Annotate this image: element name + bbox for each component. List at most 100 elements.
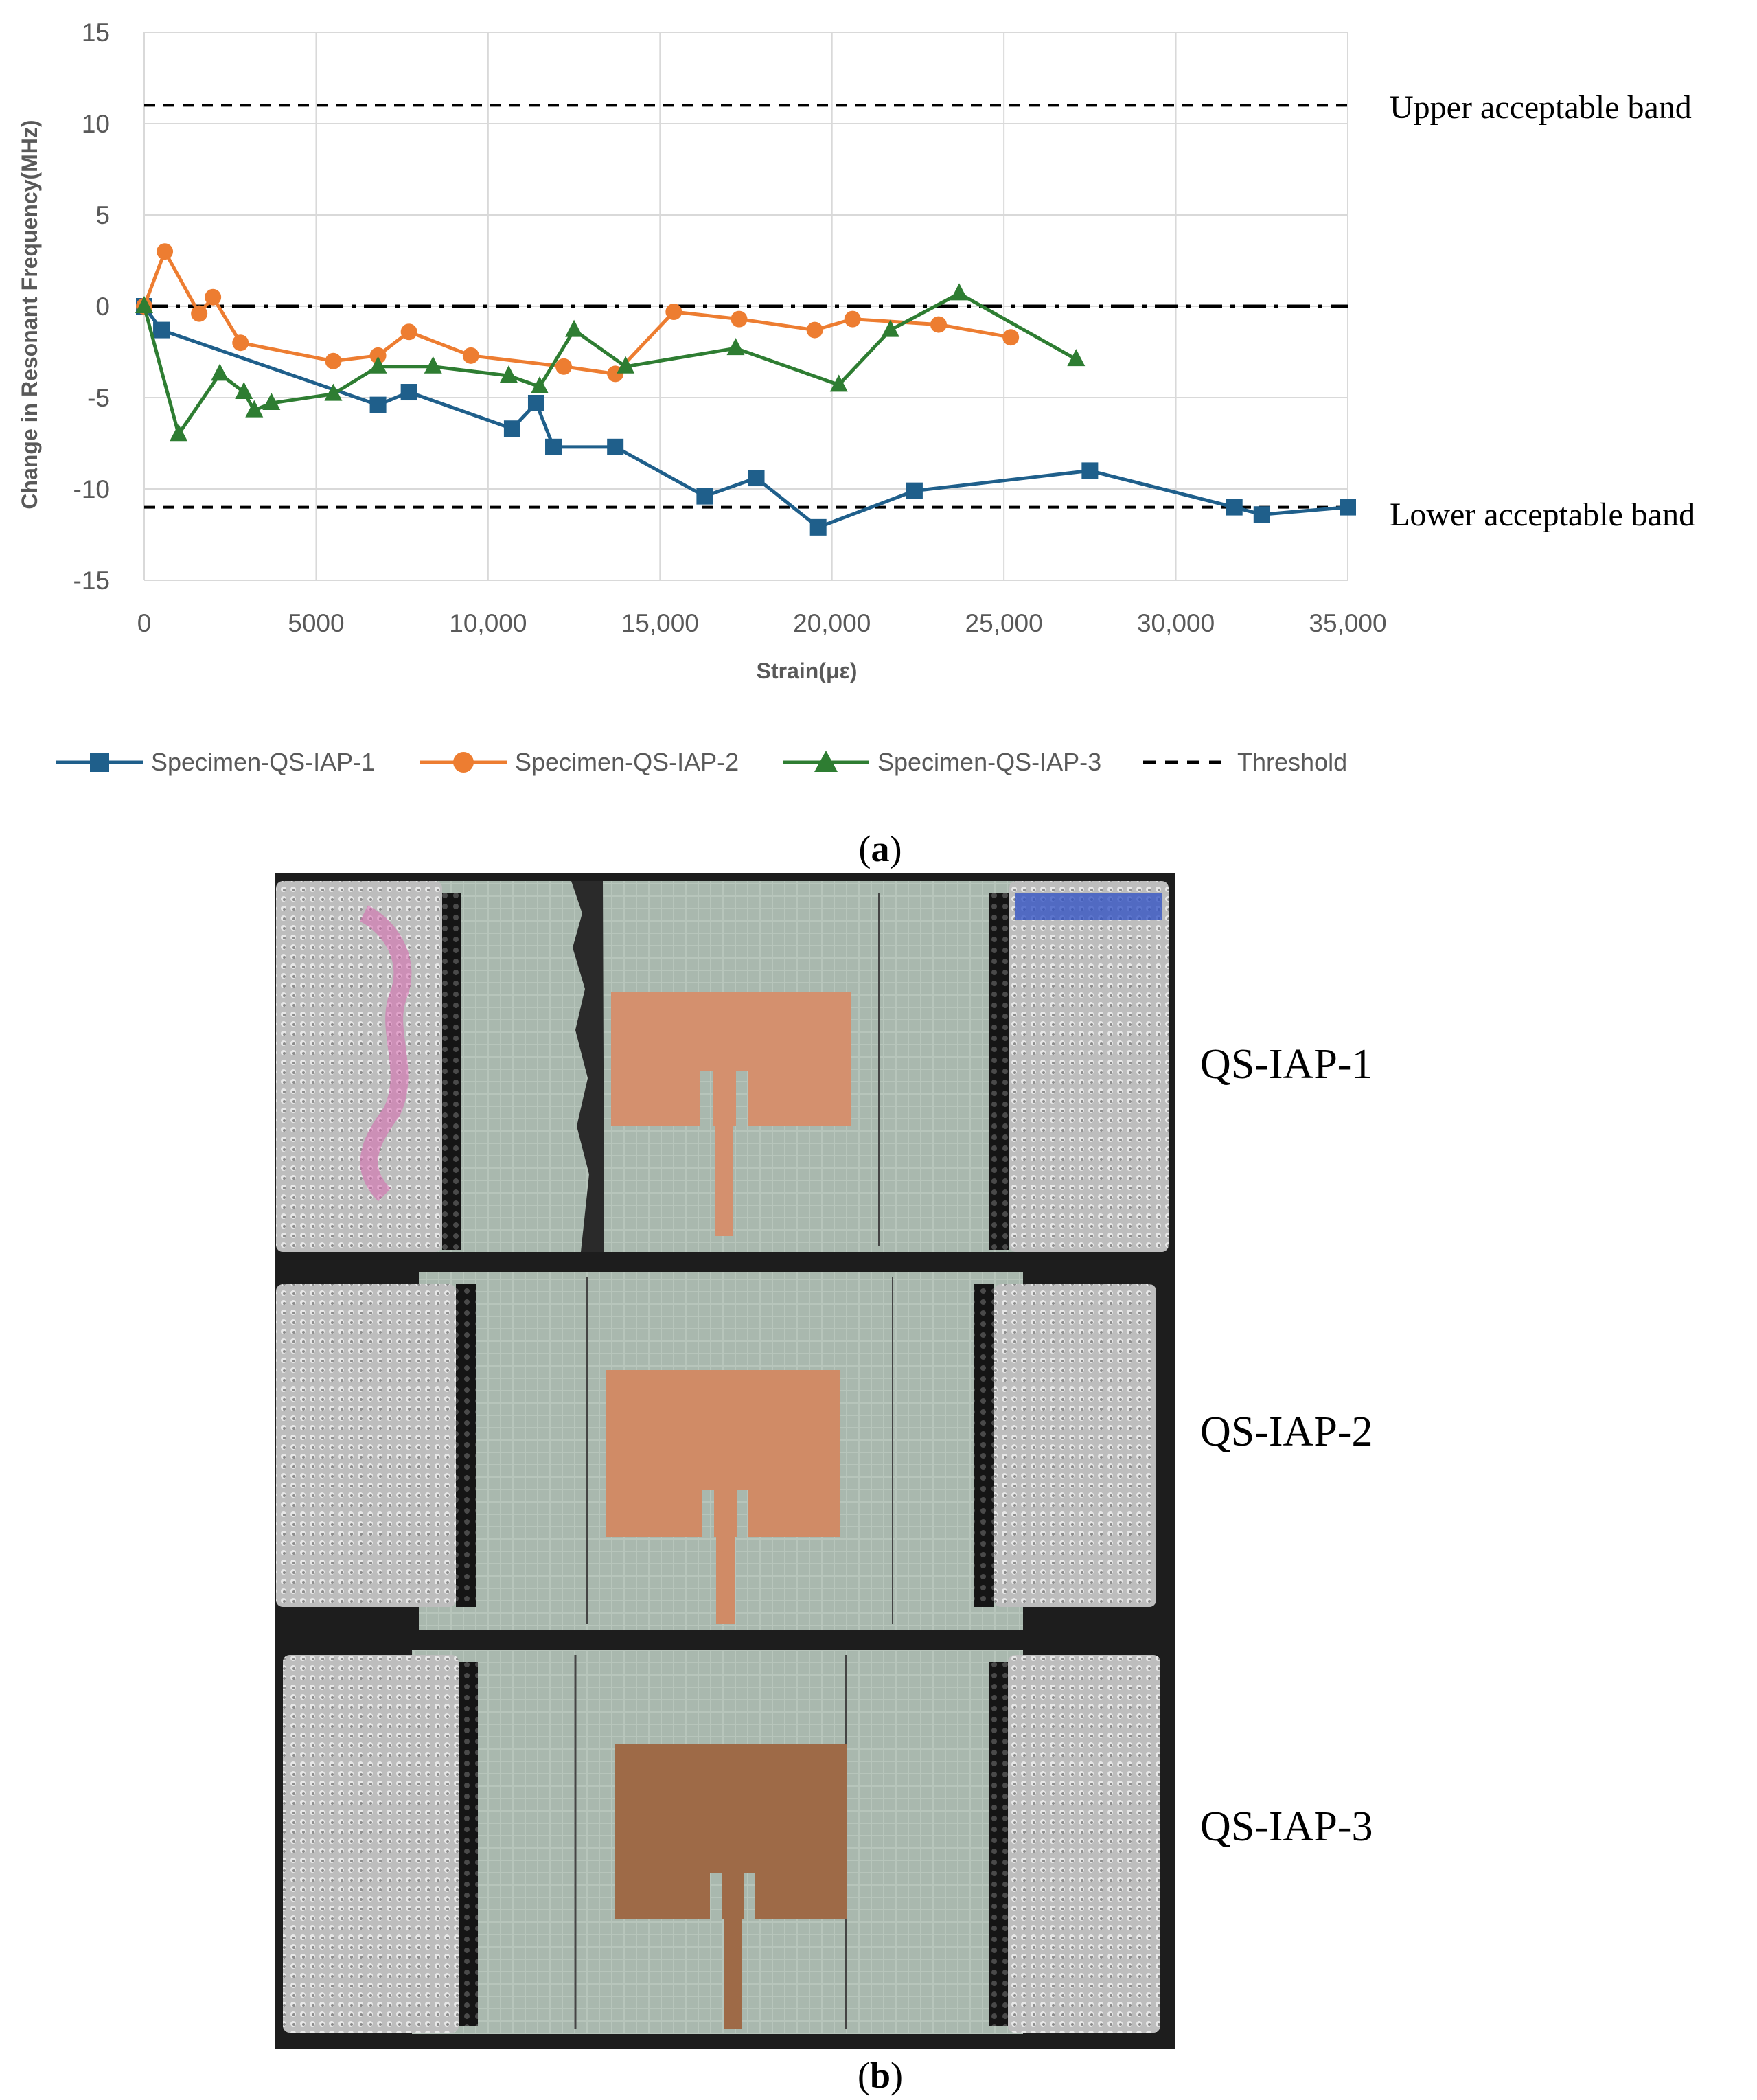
legend-label-qs-iap-3: Specimen-QS-IAP-3 xyxy=(877,748,1101,776)
data-point-specimen-qs-iap-3 xyxy=(369,356,387,374)
data-point-specimen-qs-iap-1 xyxy=(503,420,520,437)
data-point-specimen-qs-iap-2 xyxy=(191,305,208,322)
data-point-specimen-qs-iap-2 xyxy=(806,321,823,339)
grip-edge-right-3 xyxy=(989,1662,1008,2026)
grip-tab-right-2 xyxy=(994,1284,1156,1607)
data-point-specimen-qs-iap-1 xyxy=(1340,499,1356,516)
data-point-specimen-qs-iap-3 xyxy=(170,424,188,442)
caption-a: (a) xyxy=(859,828,902,869)
y-tick-label: -5 xyxy=(87,384,110,412)
grip-edge-right-2 xyxy=(974,1284,994,1607)
chart-plot-area: 0 5000 10,000 15,000 20,000 25,000 30,000 35,00… xyxy=(73,19,1387,637)
fracture-gap-1 xyxy=(571,881,604,1252)
y-tick-label: 5 xyxy=(95,201,110,229)
lower-band-label: Lower acceptable band xyxy=(1390,497,1695,533)
tick-labels: 0 5000 10,000 15,000 20,000 25,000 30,000 35,00… xyxy=(73,19,1387,637)
y-tick-label: -15 xyxy=(73,567,110,595)
data-point-specimen-qs-iap-2 xyxy=(844,310,861,328)
y-axis-title: Change in Resonant Frequency(MHz) xyxy=(17,119,42,509)
specimen-label-2: QS-IAP-2 xyxy=(1200,1408,1373,1455)
x-tick-label: 15,000 xyxy=(621,609,699,637)
patch-antenna-2 xyxy=(606,1370,840,1624)
data-point-specimen-qs-iap-2 xyxy=(930,316,947,333)
data-point-specimen-qs-iap-2 xyxy=(555,358,573,375)
x-tick-label: 35,000 xyxy=(1309,609,1386,637)
data-point-specimen-qs-iap-3 xyxy=(424,356,442,374)
data-point-specimen-qs-iap-3 xyxy=(565,319,584,337)
data-point-specimen-qs-iap-2 xyxy=(400,323,417,341)
caption-a-letter: a xyxy=(871,828,890,869)
data-point-specimen-qs-iap-2 xyxy=(731,310,748,328)
data-point-specimen-qs-iap-1 xyxy=(607,438,624,455)
legend-label-qs-iap-1: Specimen-QS-IAP-1 xyxy=(151,748,375,776)
grip-tab-left-1 xyxy=(276,881,442,1252)
x-tick-label: 20,000 xyxy=(793,609,871,637)
y-tick-label: 15 xyxy=(82,19,110,47)
data-point-specimen-qs-iap-3 xyxy=(617,356,635,374)
data-point-specimen-qs-iap-3 xyxy=(530,376,549,394)
legend-marker-qs-iap-3 xyxy=(814,751,838,772)
data-point-specimen-qs-iap-1 xyxy=(545,438,562,455)
series-line-specimen-qs-iap-2 xyxy=(142,249,1011,376)
data-point-specimen-qs-iap-1 xyxy=(1226,499,1243,516)
legend-label-threshold: Threshold xyxy=(1237,748,1347,776)
gridlines xyxy=(143,32,1348,581)
data-point-specimen-qs-iap-1 xyxy=(527,394,544,411)
x-tick-label: 5000 xyxy=(288,609,344,637)
pink-marking xyxy=(359,905,412,1202)
x-tick-label: 30,000 xyxy=(1137,609,1215,637)
legend-marker-qs-iap-1 xyxy=(90,753,109,772)
data-point-specimen-qs-iap-2 xyxy=(665,303,682,320)
grip-edge-right-1 xyxy=(989,893,1009,1250)
series-line-specimen-qs-iap-3 xyxy=(142,291,1077,436)
data-point-specimen-qs-iap-1 xyxy=(153,321,170,339)
data-point-specimen-qs-iap-2 xyxy=(232,334,249,352)
grip-edge-left-1 xyxy=(442,893,461,1250)
data-series xyxy=(135,243,1356,536)
data-point-specimen-qs-iap-1 xyxy=(1253,506,1270,523)
x-tick-label: 10,000 xyxy=(449,609,527,637)
data-point-specimen-qs-iap-3 xyxy=(1067,349,1086,367)
caption-b: (b) xyxy=(858,2055,903,2096)
legend-label-qs-iap-2: Specimen-QS-IAP-2 xyxy=(515,748,739,776)
y-tick-label: -10 xyxy=(73,475,110,503)
grip-edge-left-2 xyxy=(456,1284,476,1607)
data-point-specimen-qs-iap-3 xyxy=(499,365,518,383)
chart-legend: Specimen-QS-IAP-1 Specimen-QS-IAP-2 Spec… xyxy=(56,748,1347,776)
y-tick-label: 0 xyxy=(95,293,110,321)
patch-antenna-3 xyxy=(615,1744,847,2029)
data-point-specimen-qs-iap-3 xyxy=(829,374,848,392)
x-tick-label: 0 xyxy=(137,609,152,637)
data-point-specimen-qs-iap-3 xyxy=(881,319,899,337)
data-point-specimen-qs-iap-2 xyxy=(157,243,174,260)
reference-lines xyxy=(144,104,1348,509)
specimen-qs-iap-1: QS-IAP-1 xyxy=(276,881,1373,1252)
data-point-specimen-qs-iap-3 xyxy=(262,392,281,410)
data-point-specimen-qs-iap-2 xyxy=(325,352,342,369)
grip-tab-left-3 xyxy=(283,1655,459,2033)
specimen-qs-iap-3: QS-IAP-3 xyxy=(283,1650,1373,2034)
x-tick-label: 25,000 xyxy=(965,609,1043,637)
specimen-label-3: QS-IAP-3 xyxy=(1200,1803,1373,1850)
data-point-specimen-qs-iap-3 xyxy=(245,400,264,418)
grip-tab-right-1 xyxy=(1009,881,1169,1252)
caption-b-letter: b xyxy=(870,2055,891,2096)
specimen-label-1: QS-IAP-1 xyxy=(1200,1041,1373,1088)
data-point-specimen-qs-iap-3 xyxy=(324,383,343,401)
data-point-specimen-qs-iap-1 xyxy=(906,482,923,499)
data-point-specimen-qs-iap-1 xyxy=(369,396,387,413)
data-point-specimen-qs-iap-3 xyxy=(135,296,153,313)
legend-marker-qs-iap-2 xyxy=(453,752,474,773)
data-point-specimen-qs-iap-2 xyxy=(1002,329,1020,346)
grip-tab-left-2 xyxy=(276,1284,456,1607)
data-point-specimen-qs-iap-1 xyxy=(748,470,765,487)
specimen-qs-iap-2: QS-IAP-2 xyxy=(276,1272,1373,1630)
specimen-photo: QS-IAP-1 QS-IAP-2 QS-IAP-3 xyxy=(275,873,1373,2049)
data-point-specimen-qs-iap-3 xyxy=(726,338,745,356)
blue-marking xyxy=(1015,893,1162,920)
grip-edge-left-3 xyxy=(459,1662,478,2026)
data-point-specimen-qs-iap-3 xyxy=(211,363,229,381)
series-line-specimen-qs-iap-1 xyxy=(142,305,1348,529)
data-point-specimen-qs-iap-1 xyxy=(809,518,827,536)
